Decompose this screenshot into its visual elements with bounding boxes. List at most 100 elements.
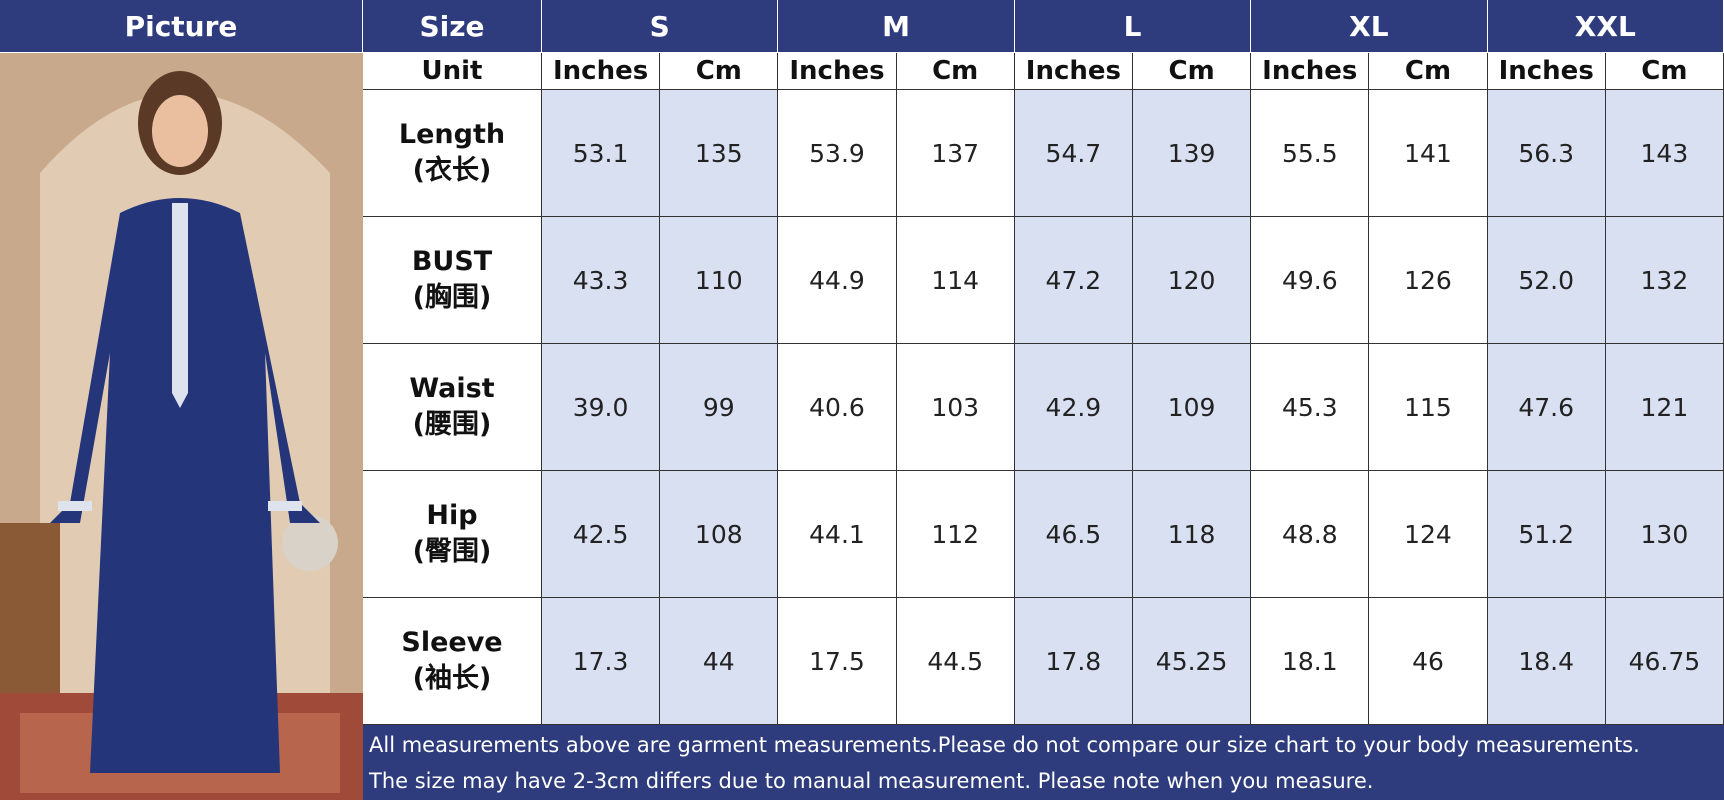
size-header: Size xyxy=(363,0,542,53)
row-label-text: (臀围) xyxy=(412,536,492,567)
measurement-text: 45.25 xyxy=(1155,646,1228,676)
row-label-text: Waist xyxy=(409,372,495,404)
measurement-text: 44.5 xyxy=(927,646,984,676)
note: The size may have 2-3cm differs due to m… xyxy=(369,769,1374,793)
unit-label: Unit xyxy=(363,53,542,90)
row-label: Hip (臀围) xyxy=(363,471,542,598)
measurement: 99 xyxy=(660,344,779,471)
measurement-text: 53.1 xyxy=(572,138,629,168)
row-label-text: Hip xyxy=(426,499,478,531)
size-name: S xyxy=(542,0,779,53)
measurement-text: 46.75 xyxy=(1628,646,1701,676)
measurement: 56.3 xyxy=(1487,90,1606,217)
measurement-text: 56.3 xyxy=(1518,138,1575,168)
measurement: 44 xyxy=(660,598,779,725)
row-label: Length (衣长) xyxy=(363,90,542,217)
measurement-text: 39.0 xyxy=(572,392,629,422)
measurement: 121 xyxy=(1605,344,1724,471)
measurement: 17.5 xyxy=(778,598,897,725)
unit-name-text: Inches xyxy=(1498,56,1594,86)
unit-name-text: Inches xyxy=(789,56,885,86)
measurement-text: 120 xyxy=(1167,265,1216,295)
measurement-text: 46.5 xyxy=(1045,519,1102,549)
measurement: 49.6 xyxy=(1251,217,1370,344)
measurement: 40.6 xyxy=(778,344,897,471)
unit-label-text: Unit xyxy=(421,56,483,86)
measurement-text: 42.9 xyxy=(1045,392,1102,422)
measurement: 52.0 xyxy=(1487,217,1606,344)
measurement: 45.3 xyxy=(1251,344,1370,471)
unit-name-text: Cm xyxy=(932,56,979,86)
measurement: 53.9 xyxy=(778,90,897,217)
measurement-text: 135 xyxy=(694,138,743,168)
row-label-text: (衣长) xyxy=(412,155,492,186)
measurement-text: 43.3 xyxy=(572,265,629,295)
row-label-text: BUST xyxy=(411,245,493,277)
size-name-text: XL xyxy=(1349,9,1389,43)
measurement: 109 xyxy=(1133,344,1252,471)
measurement-text: 17.5 xyxy=(809,646,865,676)
measurement-text: 137 xyxy=(931,138,980,168)
notes-panel xyxy=(363,725,1724,800)
measurement-text: 121 xyxy=(1640,392,1689,422)
measurement: 143 xyxy=(1605,90,1724,217)
unit-name: Cm xyxy=(660,53,779,90)
size-header-text: Size xyxy=(419,9,485,43)
unit-name-text: Cm xyxy=(1641,56,1688,86)
measurement-text: 118 xyxy=(1167,519,1216,549)
measurement: 110 xyxy=(660,217,779,344)
measurement-text: 114 xyxy=(931,265,980,295)
measurement: 46 xyxy=(1369,598,1488,725)
size-name-text: M xyxy=(882,9,911,43)
unit-name: Inches xyxy=(1487,53,1606,90)
measurement-text: 112 xyxy=(931,519,980,549)
measurement-text: 55.5 xyxy=(1281,138,1338,168)
measurement-text: 126 xyxy=(1404,265,1452,295)
measurement-text: 109 xyxy=(1167,392,1216,422)
size-name-text: XXL xyxy=(1574,9,1636,43)
row-label-text: Length xyxy=(398,118,506,150)
unit-name: Inches xyxy=(542,53,661,90)
measurement-text: 53.9 xyxy=(809,138,865,168)
measurement-text: 17.3 xyxy=(572,646,629,676)
measurement: 141 xyxy=(1369,90,1488,217)
row-label: Sleeve (袖长) xyxy=(363,598,542,725)
unit-name-text: Cm xyxy=(695,56,742,86)
measurement-text: 110 xyxy=(694,265,743,295)
measurement-text: 18.4 xyxy=(1518,646,1575,676)
measurement: 115 xyxy=(1369,344,1488,471)
measurement-text: 115 xyxy=(1404,392,1452,422)
row-label-text: (袖长) xyxy=(412,663,492,694)
unit-name-text: Cm xyxy=(1168,56,1215,86)
measurement: 54.7 xyxy=(1014,90,1133,217)
measurement: 44.9 xyxy=(778,217,897,344)
measurement-text: 44.9 xyxy=(809,265,865,295)
note: All measurements above are garment measu… xyxy=(369,733,1640,757)
size-name: M xyxy=(778,0,1015,53)
measurement: 47.2 xyxy=(1014,217,1133,344)
measurement: 42.5 xyxy=(542,471,661,598)
measurement: 108 xyxy=(660,471,779,598)
measurement-text: 44 xyxy=(702,646,735,676)
measurement: 46.75 xyxy=(1605,598,1724,725)
measurement: 114 xyxy=(896,217,1015,344)
row-label: BUST (胸围) xyxy=(363,217,542,344)
unit-name-text: Inches xyxy=(1262,56,1358,86)
measurement: 112 xyxy=(896,471,1015,598)
measurement-text: 48.8 xyxy=(1281,519,1338,549)
measurement: 43.3 xyxy=(542,217,661,344)
row-label-text: (胸围) xyxy=(412,282,492,313)
measurement: 103 xyxy=(896,344,1015,471)
measurement: 55.5 xyxy=(1251,90,1370,217)
measurement-text: 54.7 xyxy=(1045,138,1102,168)
size-name-text: S xyxy=(649,9,670,43)
measurement: 118 xyxy=(1133,471,1252,598)
unit-name: Cm xyxy=(1605,53,1724,90)
size-name: XXL xyxy=(1487,0,1724,53)
measurement: 124 xyxy=(1369,471,1488,598)
unit-name: Inches xyxy=(1251,53,1370,90)
measurement-text: 17.8 xyxy=(1045,646,1102,676)
measurement-text: 124 xyxy=(1404,519,1452,549)
measurement: 39.0 xyxy=(542,344,661,471)
